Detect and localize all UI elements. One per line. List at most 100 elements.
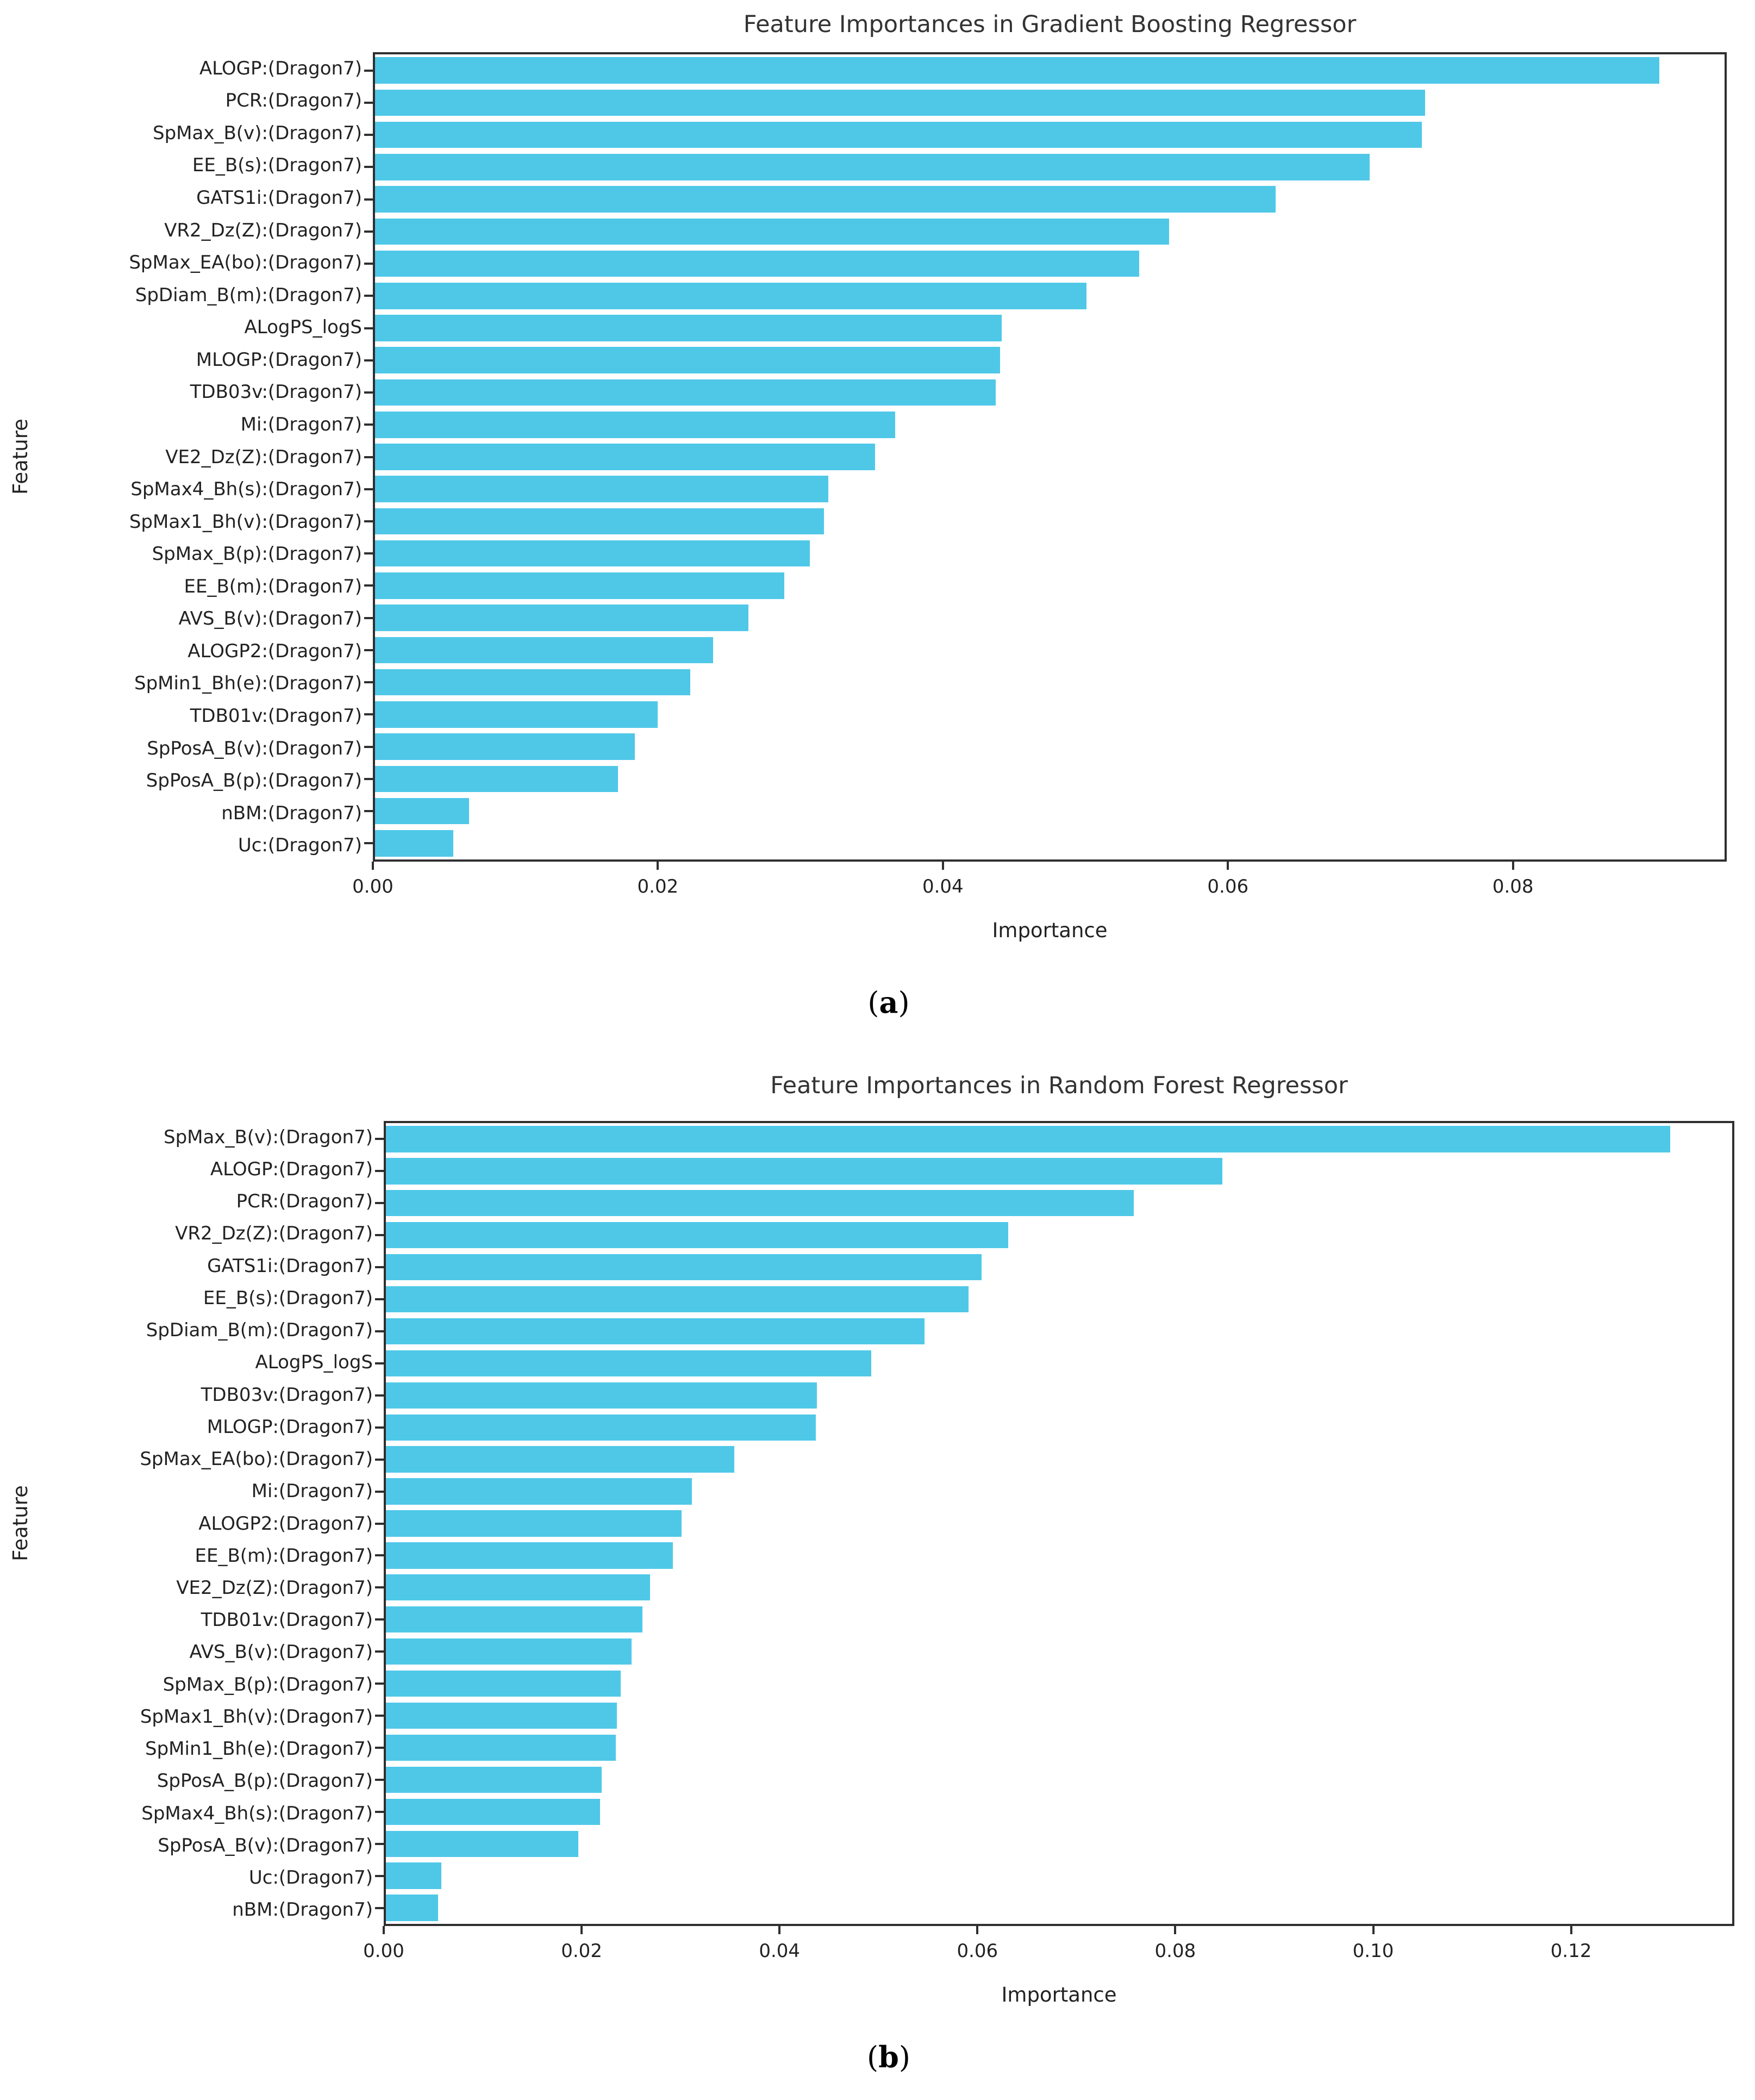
y-tick-mark xyxy=(364,745,373,748)
y-tick-mark xyxy=(364,810,373,813)
y-tick-label: SpMax1_Bh(v):(Dragon7) xyxy=(129,510,362,533)
bar-row xyxy=(375,570,1725,602)
y-tick-mark xyxy=(364,649,373,651)
bar xyxy=(375,347,1001,374)
bar-row xyxy=(375,473,1725,505)
bar-row xyxy=(386,1379,1732,1411)
bar xyxy=(386,1606,642,1633)
y-tick-mark xyxy=(375,1906,384,1909)
bar-row xyxy=(375,763,1725,795)
bar xyxy=(386,1478,692,1505)
y-tick-label: TDB03v:(Dragon7) xyxy=(190,381,362,403)
bar xyxy=(375,154,1370,180)
bar xyxy=(386,1222,1009,1249)
bar xyxy=(375,701,658,728)
y-tick-mark xyxy=(364,69,373,72)
bar xyxy=(386,1382,817,1409)
bar-row xyxy=(375,409,1725,441)
y-tick-mark xyxy=(375,1842,384,1845)
y-tick-label: GATS1i:(Dragon7) xyxy=(207,1255,373,1277)
x-tick-label: 0.02 xyxy=(637,876,679,898)
bar xyxy=(375,315,1002,341)
bar xyxy=(375,57,1659,84)
y-tick-label: SpDiam_B(m):(Dragon7) xyxy=(135,284,362,306)
y-tick-mark xyxy=(375,1522,384,1525)
y-tick-label: Mi:(Dragon7) xyxy=(240,413,362,435)
bar-row xyxy=(386,1187,1732,1219)
y-tick-label: ALOGP2:(Dragon7) xyxy=(188,640,362,662)
y-tick-mark xyxy=(375,1618,384,1621)
bar xyxy=(375,669,691,696)
y-tick-mark xyxy=(375,1362,384,1364)
y-tick-label: MLOGP:(Dragon7) xyxy=(196,348,362,371)
bar-row xyxy=(375,538,1725,570)
y-tick-mark xyxy=(364,584,373,587)
y-axis-label-b: Feature xyxy=(9,1485,32,1561)
x-tick-label: 0.08 xyxy=(1492,876,1534,898)
x-tick-label: 0.06 xyxy=(1207,876,1249,898)
bar-row xyxy=(375,795,1725,827)
bar xyxy=(386,1254,982,1281)
y-tick-label: PCR:(Dragon7) xyxy=(236,1191,373,1213)
x-axis-label-b: Importance xyxy=(1001,1983,1117,2006)
bar-row xyxy=(386,1668,1732,1700)
bar-row xyxy=(375,247,1725,279)
y-tick-label: SpMin1_Bh(e):(Dragon7) xyxy=(145,1738,373,1760)
bar-row xyxy=(375,731,1725,763)
bar xyxy=(386,1702,617,1729)
y-tick-mark xyxy=(375,1746,384,1749)
bar xyxy=(375,637,714,664)
y-tick-label: TDB01v:(Dragon7) xyxy=(201,1609,373,1631)
y-tick-label: Uc:(Dragon7) xyxy=(248,1867,373,1889)
y-tick-mark xyxy=(375,1650,384,1653)
y-tick-label: ALOGP2:(Dragon7) xyxy=(198,1512,373,1535)
y-tick-mark xyxy=(375,1490,384,1493)
bar-row xyxy=(375,215,1725,247)
y-tick-mark xyxy=(364,488,373,490)
y-tick-label: SpMax_B(p):(Dragon7) xyxy=(163,1673,373,1696)
bar xyxy=(386,1318,925,1345)
y-tick-label: SpPosA_B(p):(Dragon7) xyxy=(157,1770,373,1792)
y-tick-label: SpMax1_Bh(v):(Dragon7) xyxy=(140,1705,373,1728)
bar-row xyxy=(386,1507,1732,1540)
caption-open-paren: ( xyxy=(867,2040,879,2074)
bar xyxy=(386,1574,651,1601)
y-tick-mark xyxy=(364,295,373,297)
bar xyxy=(386,1766,602,1793)
x-tick-mark xyxy=(941,862,944,870)
bar xyxy=(386,1126,1670,1152)
y-tick-label: SpMax_B(v):(Dragon7) xyxy=(153,122,362,144)
y-tick-label: TDB03v:(Dragon7) xyxy=(201,1384,373,1406)
y-tick-label: EE_B(s):(Dragon7) xyxy=(192,154,362,177)
bar xyxy=(375,89,1425,116)
bar-row xyxy=(386,1251,1732,1283)
x-tick-mark xyxy=(580,1926,583,1934)
x-tick-label: 0.02 xyxy=(561,1940,602,1962)
y-tick-label: ALOGP:(Dragon7) xyxy=(199,57,362,79)
y-tick-label: VR2_Dz(Z):(Dragon7) xyxy=(164,219,362,241)
y-tick-label: VR2_Dz(Z):(Dragon7) xyxy=(175,1223,373,1245)
y-tick-mark xyxy=(375,1234,384,1237)
bar-row xyxy=(386,1411,1732,1443)
y-tick-mark xyxy=(364,263,373,265)
bar xyxy=(375,411,895,438)
bar xyxy=(386,1446,734,1473)
y-tick-label: nBM:(Dragon7) xyxy=(232,1899,373,1921)
bar-row xyxy=(386,1316,1732,1348)
x-tick-mark xyxy=(1227,862,1229,870)
y-tick-mark xyxy=(375,1266,384,1269)
x-axis-label-a: Importance xyxy=(992,919,1108,942)
bar xyxy=(386,1895,439,1921)
bar xyxy=(375,508,824,535)
y-tick-label: Mi:(Dragon7) xyxy=(251,1480,373,1503)
bar xyxy=(386,1190,1134,1217)
x-tick-label: 0.00 xyxy=(352,876,394,898)
bar-row xyxy=(386,1283,1732,1316)
x-axis-ticks-a: 0.00 0.02 0.04 0.06 0.08 xyxy=(352,862,1727,911)
bar xyxy=(375,283,1087,309)
bar-row xyxy=(375,634,1725,666)
bar xyxy=(386,1510,682,1537)
y-tick-mark xyxy=(375,1810,384,1813)
bar xyxy=(386,1350,871,1377)
